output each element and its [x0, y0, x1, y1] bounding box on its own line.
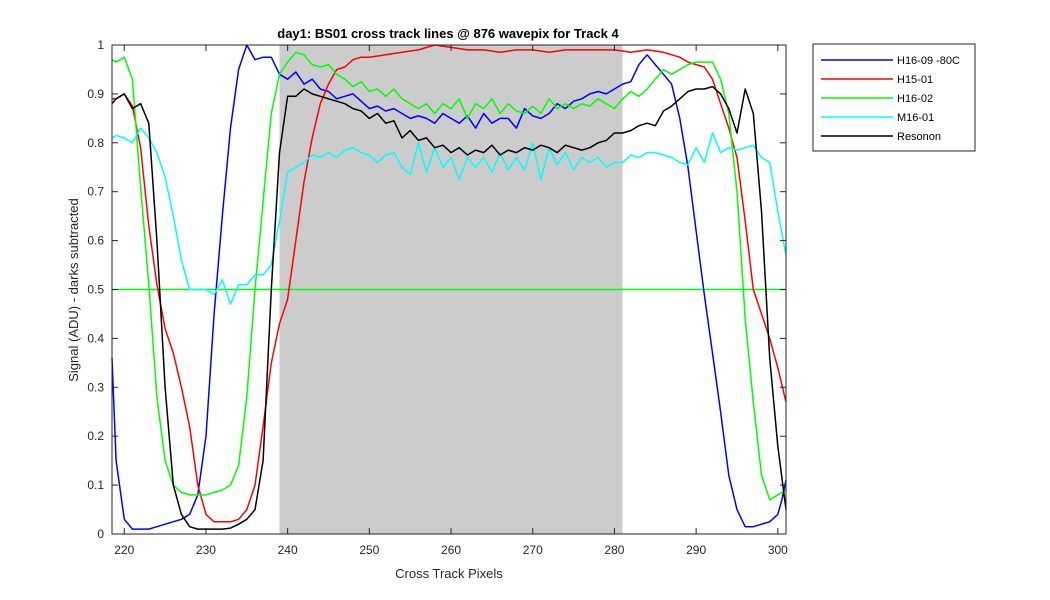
series-line-0	[111, 44, 787, 530]
legend-label-0: H16-09 -80C	[897, 55, 960, 67]
x-tick-label: 290	[686, 543, 706, 557]
legend-label-4: Resonon	[897, 131, 941, 143]
x-tick-label: 250	[359, 543, 379, 557]
x-tick-label: 230	[196, 543, 216, 557]
legend-label-2: H16-02	[897, 93, 933, 105]
y-tick-label: 0.5	[87, 283, 104, 297]
legend-label-1: H15-01	[897, 74, 933, 86]
legend-label-3: M16-01	[897, 112, 934, 124]
y-tick-label: 0	[97, 527, 104, 541]
series-line-1	[112, 44, 787, 523]
y-tick-label: 0.8	[87, 136, 104, 150]
y-tick-label: 0.3	[87, 380, 104, 394]
y-tick-label: 0.1	[87, 478, 104, 492]
y-tick-label: 0.6	[87, 234, 104, 248]
y-tick-label: 1	[97, 38, 104, 52]
x-tick-label: 240	[278, 543, 298, 557]
series-line-4	[111, 85, 787, 530]
y-axis-label: Signal (ADU) - darks subtracted	[66, 198, 81, 382]
y-tick-label: 0.7	[87, 185, 104, 199]
plot-area: 220 230 240 250 260 270 280 290 300 0 0.1 0.2 0.3 0.4…	[87, 38, 788, 557]
y-tick-label: 0.9	[87, 87, 104, 101]
x-tick-label: 300	[768, 543, 788, 557]
x-tick-label: 220	[114, 543, 134, 557]
chart-title: day1: BS01 cross track lines @ 876 wavep…	[277, 26, 619, 41]
series-line-3	[111, 127, 787, 305]
x-axis-label: Cross Track Pixels	[395, 566, 503, 581]
x-tick-label: 260	[441, 543, 461, 557]
x-tick-label: 270	[523, 543, 543, 557]
series-line-2	[111, 51, 787, 501]
y-tick-label: 0.4	[87, 331, 104, 345]
y-tick-label: 0.2	[87, 429, 104, 443]
legend: H16-09 -80C H15-01 H16-02 M16-01 Resonon	[812, 43, 976, 152]
x-tick-label: 280	[604, 543, 624, 557]
